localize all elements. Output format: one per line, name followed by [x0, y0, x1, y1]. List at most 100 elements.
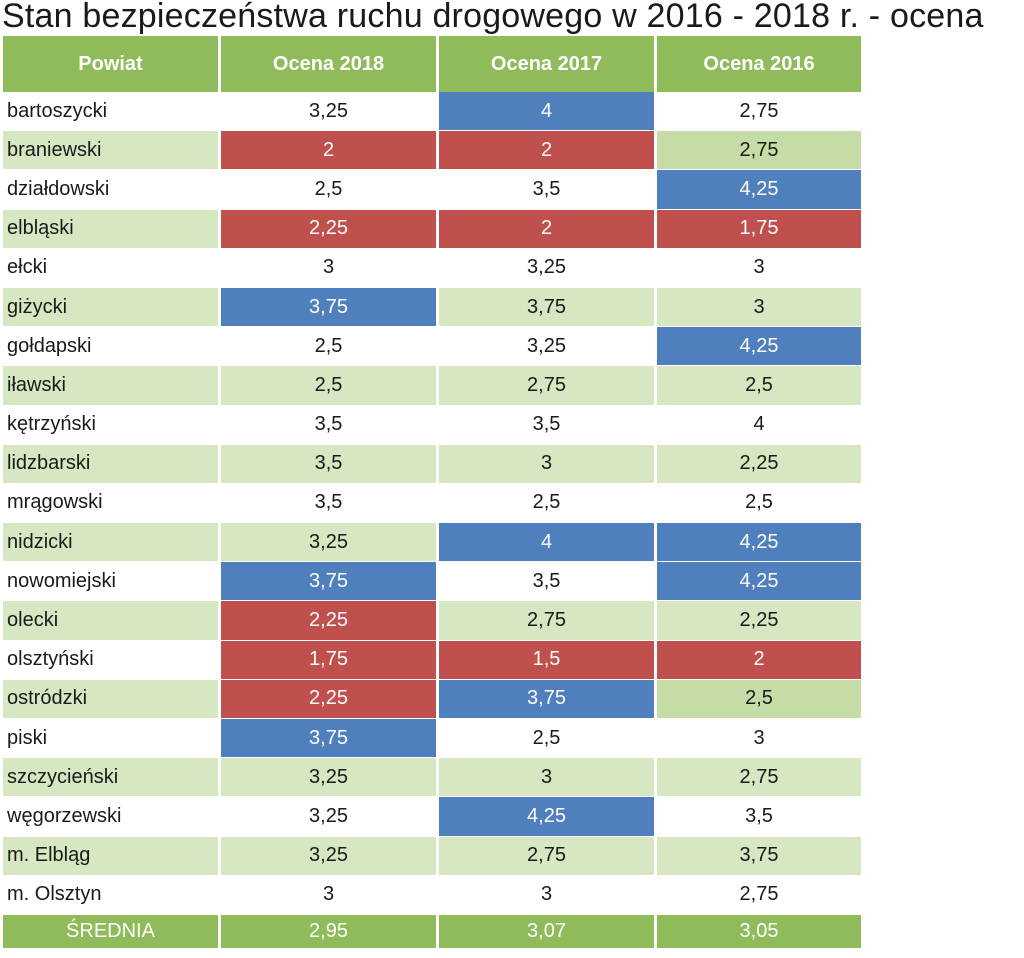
rating-cell-2018: 2,25: [221, 209, 439, 249]
rating-cell-2018: 3,25: [221, 836, 439, 876]
powiat-name-cell: olsztyński: [3, 640, 221, 680]
rating-cell-2018: 3,5: [221, 444, 439, 484]
table-row: iławski 2,5 2,75 2,5: [3, 366, 861, 406]
rating-cell-2016: 2,75: [657, 758, 861, 798]
table-row: lidzbarski 3,5 3 2,25: [3, 444, 861, 484]
table-row: szczycieński 3,25 3 2,75: [3, 758, 861, 798]
table-header-row: Powiat Ocena 2018 Ocena 2017 Ocena 2016: [3, 36, 861, 92]
rating-cell-2018: 2,25: [221, 601, 439, 641]
rating-cell-2016: 4,25: [657, 170, 861, 210]
table-row: giżycki 3,75 3,75 3: [3, 287, 861, 328]
rating-cell-2017: 3,5: [439, 562, 657, 602]
rating-cell-2017: 2,5: [439, 483, 657, 524]
table-row: nowomiejski 3,75 3,5 4,25: [3, 562, 861, 602]
rating-cell-2017: 3,25: [439, 248, 657, 288]
table-row: m. Olsztyn 3 3 2,75: [3, 875, 861, 915]
average-2017: 3,07: [439, 914, 657, 949]
powiat-name-cell: gołdapski: [3, 327, 221, 367]
powiat-name-cell: ełcki: [3, 248, 221, 288]
rating-cell-2016: 2,5: [657, 366, 861, 406]
rating-cell-2017: 4: [439, 92, 657, 132]
powiat-name-cell: ostródzki: [3, 679, 221, 719]
average-2016: 3,05: [657, 914, 861, 949]
rating-cell-2018: 3,25: [221, 523, 439, 563]
rating-cell-2018: 3: [221, 248, 439, 288]
average-2018: 2,95: [221, 914, 439, 949]
page-title: Stan bezpieczeństwa ruchu drogowego w 20…: [2, 0, 984, 35]
rating-cell-2016: 2,5: [657, 483, 861, 524]
rating-cell-2018: 2: [221, 131, 439, 171]
rating-cell-2018: 2,25: [221, 679, 439, 719]
rating-cell-2016: 3: [657, 719, 861, 759]
powiat-name-cell: m. Elbląg: [3, 836, 221, 876]
rating-cell-2017: 4,25: [439, 797, 657, 837]
rating-cell-2018: 3,5: [221, 405, 439, 445]
table-row: kętrzyński 3,5 3,5 4: [3, 405, 861, 445]
rating-cell-2017: 3,75: [439, 287, 657, 328]
rating-cell-2018: 2,5: [221, 327, 439, 367]
ratings-table: Powiat Ocena 2018 Ocena 2017 Ocena 2016 …: [3, 36, 861, 949]
header-powiat: Powiat: [3, 36, 221, 92]
rating-cell-2018: 3,75: [221, 287, 439, 328]
rating-cell-2018: 1,75: [221, 640, 439, 680]
rating-cell-2017: 3,75: [439, 679, 657, 719]
rating-cell-2016: 3,75: [657, 836, 861, 876]
rating-cell-2016: 4,25: [657, 327, 861, 367]
rating-cell-2017: 2: [439, 209, 657, 249]
header-ocena-2016: Ocena 2016: [657, 36, 861, 92]
powiat-name-cell: działdowski: [3, 170, 221, 210]
powiat-name-cell: m. Olsztyn: [3, 875, 221, 915]
table-row: ełcki 3 3,25 3: [3, 248, 861, 288]
table-row: węgorzewski 3,25 4,25 3,5: [3, 797, 861, 837]
powiat-name-cell: mrągowski: [3, 483, 221, 524]
powiat-name-cell: nowomiejski: [3, 562, 221, 602]
powiat-name-cell: giżycki: [3, 287, 221, 328]
rating-cell-2017: 2,5: [439, 719, 657, 759]
table-row: gołdapski 2,5 3,25 4,25: [3, 327, 861, 367]
rating-cell-2018: 3,75: [221, 562, 439, 602]
rating-cell-2018: 2,5: [221, 170, 439, 210]
rating-cell-2016: 4,25: [657, 523, 861, 563]
rating-cell-2016: 3: [657, 287, 861, 328]
rating-cell-2016: 2: [657, 640, 861, 680]
rating-cell-2018: 2,5: [221, 366, 439, 406]
powiat-name-cell: lidzbarski: [3, 444, 221, 484]
powiat-name-cell: piski: [3, 719, 221, 759]
header-ocena-2017: Ocena 2017: [439, 36, 657, 92]
table-row: m. Elbląg 3,25 2,75 3,75: [3, 836, 861, 876]
table-row: działdowski 2,5 3,5 4,25: [3, 170, 861, 210]
powiat-name-cell: olecki: [3, 601, 221, 641]
rating-cell-2017: 2,75: [439, 836, 657, 876]
table-row: elbląski 2,25 2 1,75: [3, 209, 861, 249]
table-row: olsztyński 1,75 1,5 2: [3, 640, 861, 680]
rating-cell-2017: 1,5: [439, 640, 657, 680]
table-row: piski 3,75 2,5 3: [3, 719, 861, 759]
rating-cell-2018: 3: [221, 875, 439, 915]
table-row: olecki 2,25 2,75 2,25: [3, 601, 861, 641]
rating-cell-2017: 3,5: [439, 405, 657, 445]
average-row: ŚREDNIA 2,95 3,07 3,05: [3, 914, 861, 949]
rating-cell-2017: 4: [439, 523, 657, 563]
rating-cell-2017: 3,25: [439, 327, 657, 367]
table-row: bartoszycki 3,25 4 2,75: [3, 92, 861, 132]
table-row: braniewski 2 2 2,75: [3, 131, 861, 171]
powiat-name-cell: elbląski: [3, 209, 221, 249]
rating-cell-2017: 2,75: [439, 601, 657, 641]
rating-cell-2017: 3: [439, 758, 657, 798]
rating-cell-2018: 3,25: [221, 758, 439, 798]
rating-cell-2017: 2,75: [439, 366, 657, 406]
rating-cell-2016: 2,25: [657, 444, 861, 484]
powiat-name-cell: bartoszycki: [3, 92, 221, 132]
rating-cell-2016: 1,75: [657, 209, 861, 249]
rating-cell-2017: 3: [439, 444, 657, 484]
table-row: ostródzki 2,25 3,75 2,5: [3, 679, 861, 719]
rating-cell-2017: 3: [439, 875, 657, 915]
powiat-name-cell: nidzicki: [3, 523, 221, 563]
rating-cell-2017: 3,5: [439, 170, 657, 210]
table-body: bartoszycki 3,25 4 2,75 braniewski 2 2 2,75 dzia…: [3, 92, 861, 915]
rating-cell-2016: 2,75: [657, 92, 861, 132]
powiat-name-cell: iławski: [3, 366, 221, 406]
rating-cell-2017: 2: [439, 131, 657, 171]
rating-cell-2016: 2,5: [657, 679, 861, 719]
rating-cell-2016: 2,75: [657, 131, 861, 171]
